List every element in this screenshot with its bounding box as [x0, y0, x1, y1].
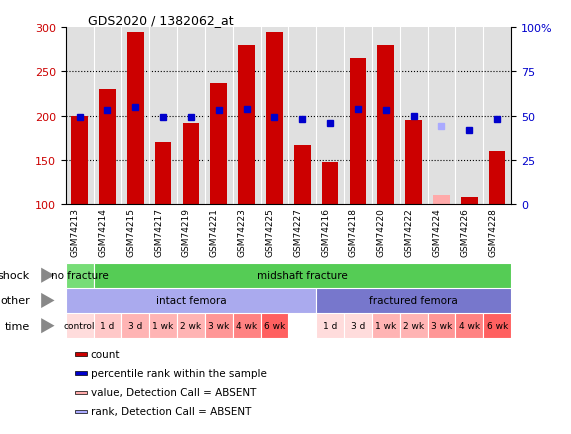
Text: percentile rank within the sample: percentile rank within the sample: [91, 368, 267, 378]
Text: 1 d: 1 d: [100, 322, 115, 330]
Text: 6 wk: 6 wk: [264, 322, 285, 330]
Text: GSM74221: GSM74221: [210, 207, 219, 256]
Text: intact femora: intact femora: [156, 296, 226, 306]
Text: GSM74217: GSM74217: [154, 207, 163, 256]
Text: 1 wk: 1 wk: [152, 322, 174, 330]
Text: rank, Detection Call = ABSENT: rank, Detection Call = ABSENT: [91, 407, 251, 416]
Text: count: count: [91, 349, 120, 359]
Bar: [205, 313, 233, 339]
Text: other: other: [0, 296, 30, 306]
Text: 3 wk: 3 wk: [208, 322, 230, 330]
Text: GSM74228: GSM74228: [488, 207, 497, 256]
Bar: [400, 313, 428, 339]
Text: value, Detection Call = ABSENT: value, Detection Call = ABSENT: [91, 388, 256, 397]
Bar: [483, 313, 511, 339]
Bar: [372, 313, 400, 339]
Bar: [94, 313, 122, 339]
Bar: [316, 288, 511, 313]
Bar: [66, 313, 94, 339]
Bar: [461, 197, 477, 204]
Text: GDS2020 / 1382062_at: GDS2020 / 1382062_at: [88, 14, 234, 27]
Text: GSM74224: GSM74224: [432, 207, 441, 256]
Bar: [149, 313, 177, 339]
Bar: [316, 313, 344, 339]
Text: GSM74227: GSM74227: [293, 207, 302, 256]
Bar: [266, 33, 283, 204]
Bar: [71, 116, 88, 204]
Bar: [377, 46, 394, 204]
Bar: [75, 391, 87, 394]
Text: 4 wk: 4 wk: [459, 322, 480, 330]
Text: time: time: [5, 321, 30, 331]
Bar: [66, 288, 316, 313]
Bar: [456, 313, 483, 339]
Text: 3 wk: 3 wk: [431, 322, 452, 330]
Bar: [428, 313, 456, 339]
Text: GSM74220: GSM74220: [377, 207, 386, 256]
Bar: [233, 313, 260, 339]
Text: 3 d: 3 d: [351, 322, 365, 330]
Text: shock: shock: [0, 271, 30, 280]
Polygon shape: [41, 293, 55, 308]
Text: 1 wk: 1 wk: [375, 322, 396, 330]
Bar: [99, 90, 116, 204]
Polygon shape: [41, 319, 55, 333]
Text: fractured femora: fractured femora: [369, 296, 458, 306]
Text: 6 wk: 6 wk: [486, 322, 508, 330]
Bar: [489, 151, 505, 204]
Text: GSM74213: GSM74213: [71, 207, 79, 256]
Bar: [66, 263, 94, 288]
Text: midshaft fracture: midshaft fracture: [257, 271, 348, 280]
Text: GSM74222: GSM74222: [405, 207, 413, 256]
Text: 2 wk: 2 wk: [403, 322, 424, 330]
Bar: [177, 313, 205, 339]
Text: 4 wk: 4 wk: [236, 322, 257, 330]
Text: GSM74219: GSM74219: [182, 207, 191, 256]
Bar: [433, 196, 450, 204]
Bar: [75, 410, 87, 413]
Bar: [405, 121, 422, 204]
Text: GSM74216: GSM74216: [321, 207, 330, 256]
Text: 1 d: 1 d: [323, 322, 337, 330]
Polygon shape: [41, 268, 55, 283]
Text: GSM74223: GSM74223: [238, 207, 247, 256]
Text: 3 d: 3 d: [128, 322, 142, 330]
Bar: [75, 372, 87, 375]
Bar: [210, 84, 227, 204]
Bar: [294, 145, 311, 204]
Bar: [344, 313, 372, 339]
Bar: [238, 46, 255, 204]
Bar: [127, 33, 144, 204]
Text: GSM74226: GSM74226: [460, 207, 469, 256]
Bar: [155, 143, 171, 204]
Bar: [183, 123, 199, 204]
Text: GSM74215: GSM74215: [126, 207, 135, 256]
Bar: [322, 163, 339, 204]
Text: GSM74218: GSM74218: [349, 207, 358, 256]
Text: GSM74225: GSM74225: [266, 207, 275, 256]
Text: 2 wk: 2 wk: [180, 322, 202, 330]
Text: no fracture: no fracture: [51, 271, 108, 280]
Text: control: control: [64, 322, 95, 330]
Text: GSM74214: GSM74214: [98, 207, 107, 256]
Bar: [75, 352, 87, 356]
Bar: [349, 59, 367, 204]
Bar: [122, 313, 149, 339]
Bar: [260, 313, 288, 339]
